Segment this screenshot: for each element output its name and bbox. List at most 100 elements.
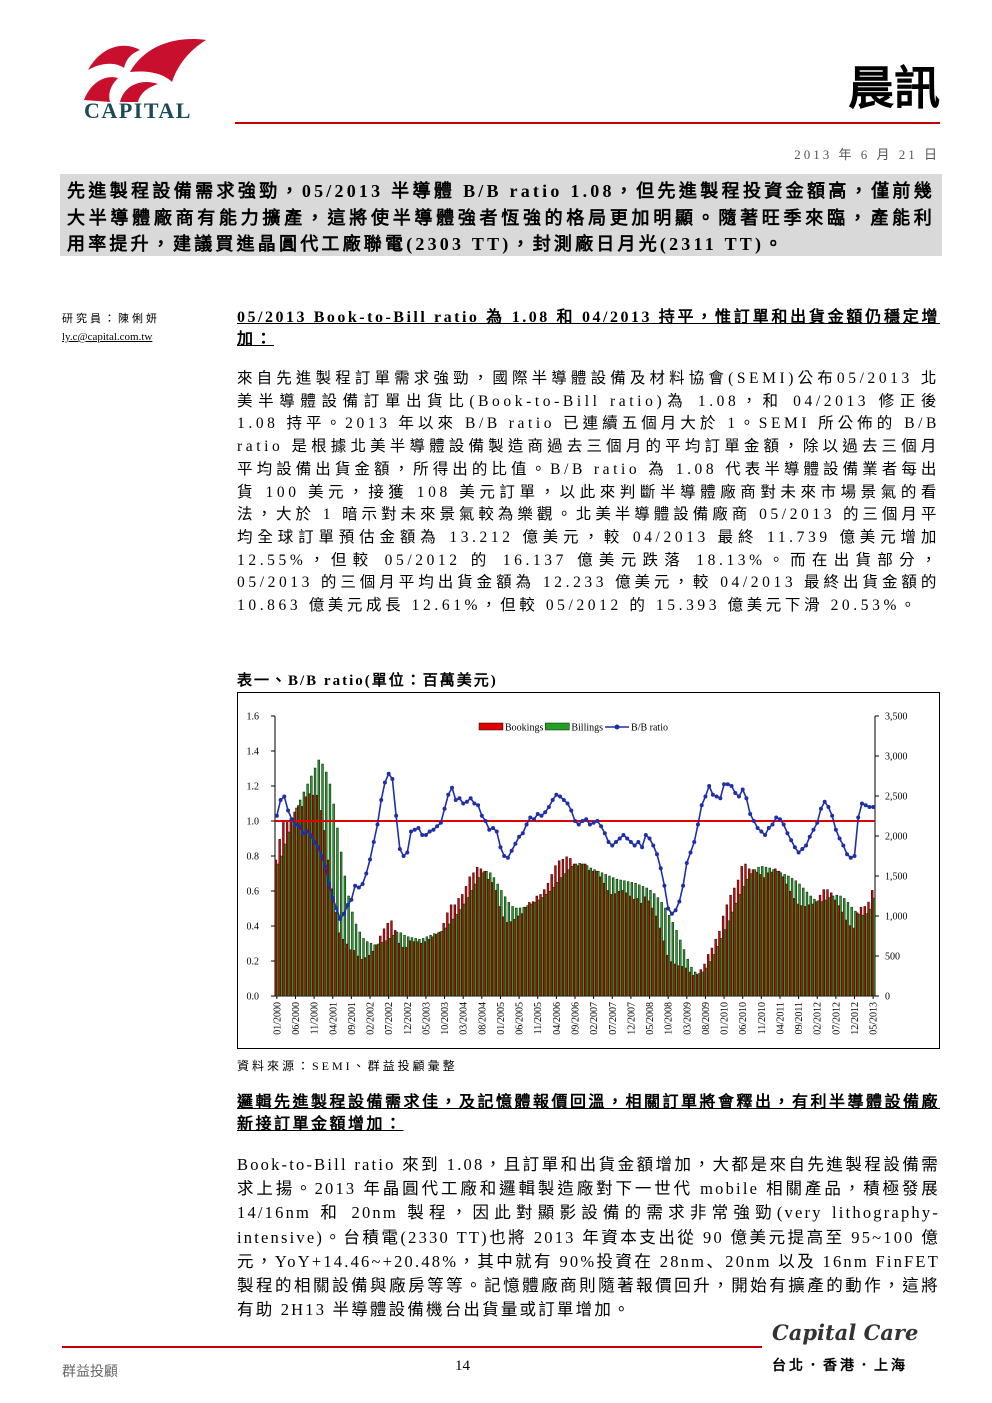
bar [310,775,313,997]
x-tick-label: 11/2000 [310,1002,321,1034]
line-marker [435,824,440,829]
bar [632,898,635,997]
bar [595,870,598,997]
bar [653,893,656,997]
bar [556,882,559,997]
footer-brand: Capital Care [772,1320,919,1345]
line-marker [774,815,779,820]
line-marker [804,843,809,848]
line-marker [699,803,704,808]
bar [535,895,538,997]
bar [436,932,440,997]
bar [863,906,866,997]
bar [507,902,511,997]
bar [597,870,600,997]
x-tick-label: 07/2012 [831,1002,842,1035]
bar [828,897,831,997]
analyst-email[interactable]: ly.c@capital.com.tw [62,331,153,343]
bar [513,918,516,997]
line-marker [703,794,708,799]
bar [548,890,552,997]
line-marker [360,882,365,886]
line-marker [543,810,548,815]
footer-rule [62,1346,762,1348]
bar [641,886,645,997]
bar [373,944,376,997]
line-marker [688,850,693,855]
legend-label: B/B ratio [631,723,668,734]
line-marker [606,840,611,844]
legend-label: Bookings [505,723,543,734]
bar [667,914,671,997]
line-marker [640,845,645,850]
line-marker [379,798,384,802]
bar [531,901,535,997]
line-marker [736,794,741,799]
bar [694,971,697,997]
bar [293,811,296,997]
line-marker [412,827,417,832]
bar [496,883,499,997]
bar [494,890,497,997]
section-body: Book-to-Bill ratio 來到 1.08，且訂單和出貨金額增加，大都… [237,1155,940,1320]
x-tick-label: 05/2013 [869,1002,880,1035]
line-marker [856,815,861,820]
bar [339,851,343,997]
footer-company: 群益投顧 [62,1364,118,1380]
line-marker [781,822,786,827]
bar [772,869,775,997]
line-marker [308,833,313,837]
bar [822,889,825,997]
x-tick-label: 09/2006 [571,1002,582,1035]
bar [395,931,399,997]
bar [589,867,593,997]
bar [775,870,779,997]
bar [349,949,352,997]
bar [546,882,550,997]
y2-tick-label: 1,000 [885,912,908,923]
bar [475,866,479,997]
y2-tick-label: 3,000 [885,752,908,763]
line-marker [546,805,551,809]
x-tick-label: 01/2010 [720,1002,731,1035]
line-marker [315,845,320,850]
bar [830,892,833,997]
y-tick-label: 1.0 [247,817,260,828]
x-tick-label: 02/2002 [366,1002,377,1035]
line-marker [714,794,719,799]
bar [304,796,307,997]
bar [379,935,382,997]
bar [466,897,470,997]
line-marker [707,784,712,788]
x-tick-label: 04/2006 [552,1002,563,1035]
line-marker [744,796,749,801]
line-marker [364,871,369,876]
logo-wing [130,39,206,82]
bar [707,954,710,997]
bar [736,879,740,997]
bar [392,934,395,997]
bar [697,973,701,997]
line-marker [524,822,529,827]
bar [371,950,375,997]
bar [699,969,702,997]
line-marker [476,803,481,808]
bar [401,946,404,997]
y-tick-label: 0.0 [247,992,260,1003]
y2-tick-label: 2,500 [885,792,908,803]
bar [554,865,557,997]
bar [483,870,486,997]
bar [643,896,647,997]
bar [317,759,320,997]
bar [848,925,852,997]
line-marker [763,833,768,837]
line-marker [409,829,414,834]
bar [278,838,281,997]
bar [857,914,861,997]
bar [833,899,837,997]
line-marker [591,820,596,825]
line-marker [718,796,723,801]
line-marker [502,854,507,858]
line-marker [599,824,604,829]
bar [358,931,361,997]
